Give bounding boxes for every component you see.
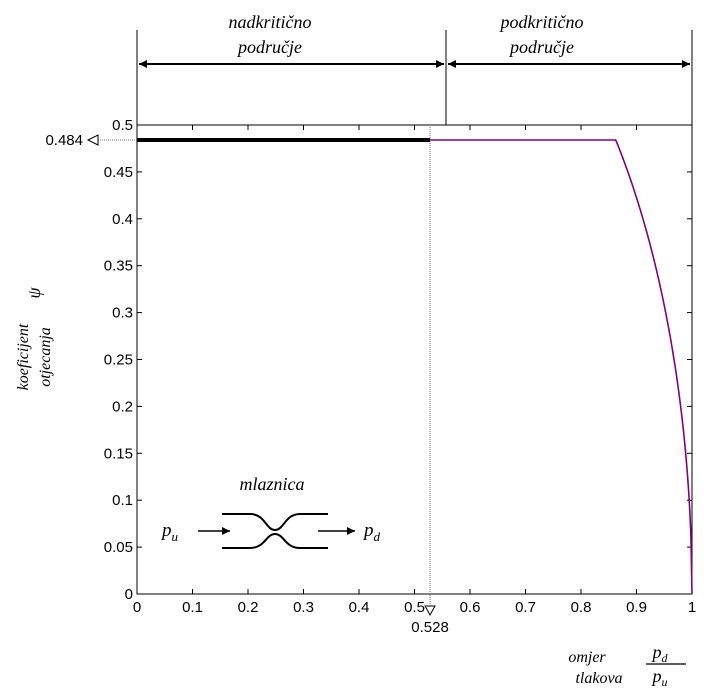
x-tick-label: 0.4: [349, 599, 370, 616]
nozzle-title: mlaznica: [240, 474, 305, 494]
y-tick-label: 0.2: [112, 398, 133, 415]
y-tick-label: 0: [125, 586, 133, 603]
x-tick-label: 0.1: [182, 599, 203, 616]
y-tick-label: 0.5: [112, 117, 133, 134]
y-axis-symbol: ψ: [24, 287, 44, 299]
x-tick-label: 0.5: [404, 599, 425, 616]
y-tick-label: 0.4: [112, 211, 133, 228]
x-tick-label: 0.8: [571, 599, 592, 616]
x-tick-label: 0.7: [515, 599, 536, 616]
y-axis-label-line2: otjecanja: [37, 327, 54, 387]
series-subcritical-curve: [430, 139, 693, 595]
region-header: nadkritično područje podkritično područj…: [136, 12, 693, 125]
y-tick-label: 0.1: [112, 492, 133, 509]
nozzle-outlet-pressure: pd: [362, 520, 381, 544]
nozzle-inlet-pressure: pu: [160, 520, 179, 544]
nozzle-lower-wall: [222, 532, 328, 549]
critical-y-label: 0.484: [45, 132, 83, 149]
y-tick-label: 0.05: [104, 539, 133, 556]
critical-x-marker: [424, 605, 436, 617]
region-subcritical-label-1: podkritično: [499, 12, 584, 32]
y-axis-label: koeficijent otjecanja ψ: [15, 287, 54, 391]
y-tick-label: 0.35: [104, 258, 133, 275]
x-axis-ratio-numerator: pd: [651, 642, 669, 665]
region-supercritical-label-1: nadkritično: [229, 12, 312, 32]
x-tick-label: 0.6: [460, 599, 481, 616]
y-tick-label: 0.25: [104, 352, 133, 369]
x-tick-label: 0.9: [626, 599, 647, 616]
region-subcritical-label-2: područje: [508, 37, 574, 57]
x-axis-ratio-denominator: pu: [651, 666, 668, 688]
nozzle-inset: mlaznica pu pd: [160, 474, 381, 549]
nozzle-upper-wall: [222, 513, 328, 532]
critical-x-label: 0.528: [411, 619, 449, 636]
x-axis-label-line1: omjer: [568, 649, 606, 666]
plot-area: [136, 124, 693, 595]
x-axis-ticks: 0 0.1 0.2 0.3 0.4 0.5 0.6 0.7 0.8 0.9 1: [133, 125, 696, 616]
x-tick-label: 0: [133, 599, 141, 616]
x-tick-label: 1: [688, 599, 696, 616]
x-axis-label: omjer tlakova pd pu: [568, 642, 686, 688]
critical-y-marker: [86, 134, 99, 146]
region-supercritical-label-2: područje: [236, 37, 302, 57]
x-axis-label-line2: tlakova: [575, 670, 622, 687]
y-axis-label-line1: koeficijent: [15, 323, 32, 390]
y-axis-ticks: 0 0.05 0.1 0.15 0.2 0.25 0.3 0.35 0.4 0.45 0.5: [104, 117, 692, 603]
x-tick-label: 0.3: [293, 599, 314, 616]
y-tick-label: 0.3: [112, 305, 133, 322]
x-tick-label: 0.2: [238, 599, 259, 616]
y-tick-label: 0.15: [104, 445, 133, 462]
y-tick-label: 0.45: [104, 164, 133, 181]
